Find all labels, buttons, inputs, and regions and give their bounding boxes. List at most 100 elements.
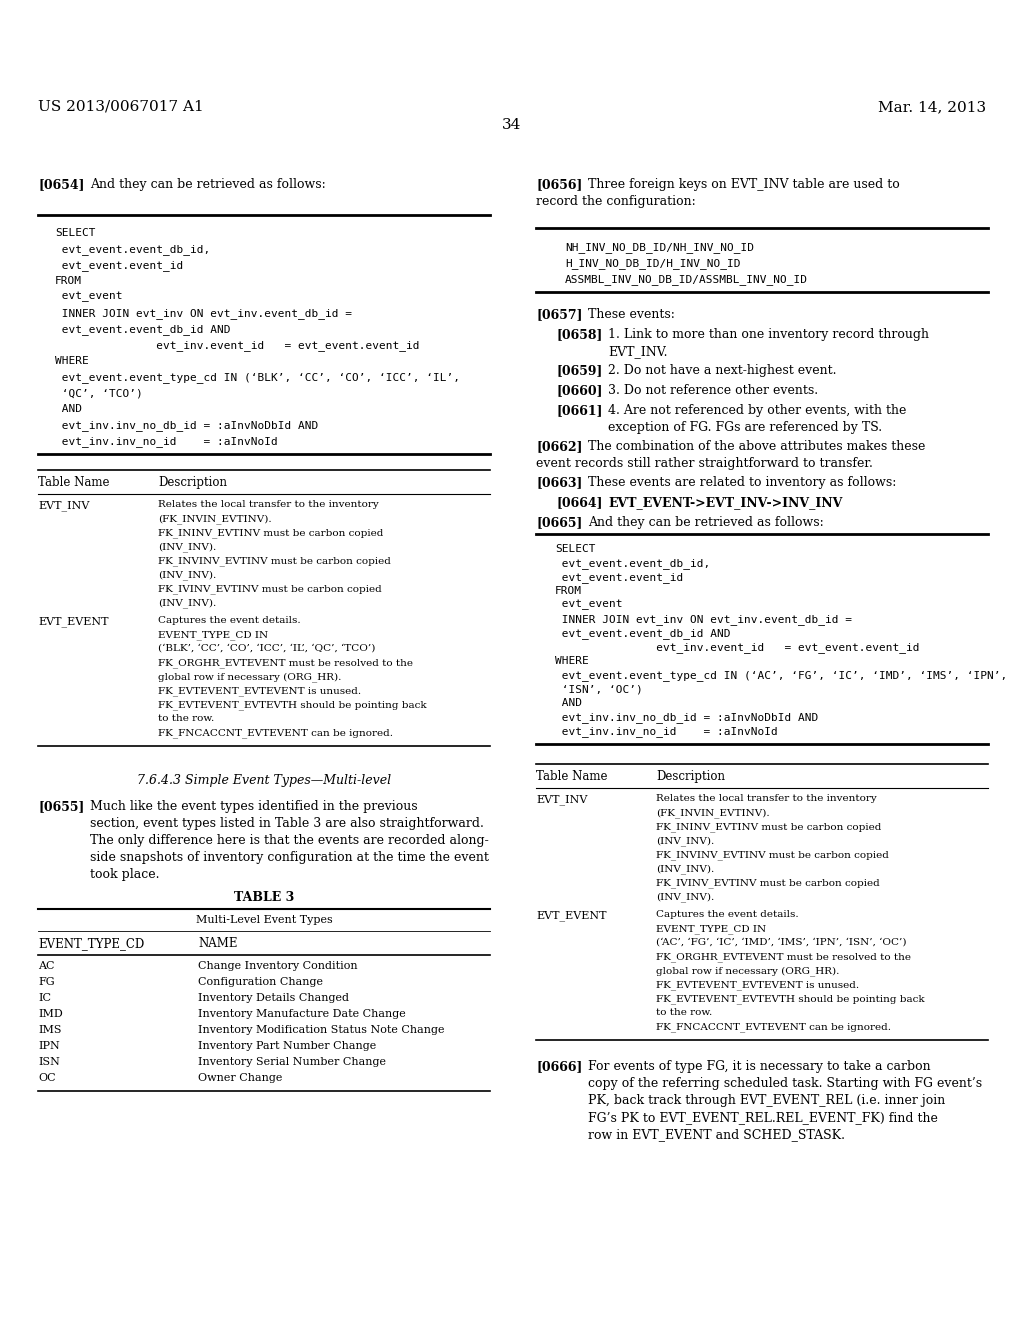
- Text: EVT_INV: EVT_INV: [536, 795, 588, 805]
- Text: Table Name: Table Name: [536, 770, 607, 783]
- Text: FK_INVINV_EVTINV must be carbon copied: FK_INVINV_EVTINV must be carbon copied: [656, 850, 889, 859]
- Text: evt_event.event_id: evt_event.event_id: [555, 572, 683, 583]
- Text: [0661]: [0661]: [556, 404, 602, 417]
- Text: ‘QC’, ‘TCO’): ‘QC’, ‘TCO’): [55, 388, 142, 399]
- Text: Configuration Change: Configuration Change: [198, 977, 323, 987]
- Text: [0662]: [0662]: [536, 440, 583, 453]
- Text: (INV_INV).: (INV_INV).: [656, 892, 715, 902]
- Text: Captures the event details.: Captures the event details.: [656, 909, 799, 919]
- Text: FROM: FROM: [55, 276, 82, 286]
- Text: took place.: took place.: [90, 869, 160, 880]
- Text: EVT_INV: EVT_INV: [38, 500, 89, 511]
- Text: Multi-Level Event Types: Multi-Level Event Types: [196, 915, 333, 925]
- Text: FK_INVINV_EVTINV must be carbon copied: FK_INVINV_EVTINV must be carbon copied: [158, 556, 391, 566]
- Text: [0658]: [0658]: [556, 327, 602, 341]
- Text: Inventory Manufacture Date Change: Inventory Manufacture Date Change: [198, 1008, 406, 1019]
- Text: SELECT: SELECT: [55, 228, 95, 238]
- Text: copy of the referring scheduled task. Starting with FG event’s: copy of the referring scheduled task. St…: [588, 1077, 982, 1090]
- Text: EVT_INV.: EVT_INV.: [608, 345, 668, 358]
- Text: evt_inv.inv_no_db_id = :aInvNoDbId AND: evt_inv.inv_no_db_id = :aInvNoDbId AND: [555, 711, 818, 723]
- Text: Change Inventory Condition: Change Inventory Condition: [198, 961, 357, 972]
- Text: evt_inv.inv_no_id    = :aInvNoId: evt_inv.inv_no_id = :aInvNoId: [55, 436, 278, 447]
- Text: ‘ISN’, ‘OC’): ‘ISN’, ‘OC’): [555, 684, 643, 694]
- Text: US 2013/0067017 A1: US 2013/0067017 A1: [38, 100, 204, 114]
- Text: ISN: ISN: [38, 1057, 59, 1067]
- Text: evt_event.event_type_cd IN (‘AC’, ‘FG’, ‘IC’, ‘IMD’, ‘IMS’, ‘IPN’,: evt_event.event_type_cd IN (‘AC’, ‘FG’, …: [555, 671, 1008, 681]
- Text: ASSMBL_INV_NO_DB_ID/ASSMBL_INV_NO_ID: ASSMBL_INV_NO_DB_ID/ASSMBL_INV_NO_ID: [565, 275, 808, 285]
- Text: Much like the event types identified in the previous: Much like the event types identified in …: [90, 800, 418, 813]
- Text: [0659]: [0659]: [556, 364, 602, 378]
- Text: evt_event.event_db_id AND: evt_event.event_db_id AND: [55, 323, 230, 335]
- Text: INNER JOIN evt_inv ON evt_inv.event_db_id =: INNER JOIN evt_inv ON evt_inv.event_db_i…: [55, 308, 352, 319]
- Text: FK_FNCACCNT_EVTEVENT can be ignored.: FK_FNCACCNT_EVTEVENT can be ignored.: [158, 729, 393, 738]
- Text: (INV_INV).: (INV_INV).: [656, 865, 715, 874]
- Text: evt_event.event_db_id,: evt_event.event_db_id,: [555, 558, 711, 569]
- Text: These events:: These events:: [588, 308, 675, 321]
- Text: (‘BLK’, ‘CC’, ‘CO’, ‘ICC’, ‘IL’, ‘QC’, ‘TCO’): (‘BLK’, ‘CC’, ‘CO’, ‘ICC’, ‘IL’, ‘QC’, ‘…: [158, 644, 376, 653]
- Text: Inventory Serial Number Change: Inventory Serial Number Change: [198, 1057, 386, 1067]
- Text: FG’s PK to EVT_EVENT_REL.REL_EVENT_FK) find the: FG’s PK to EVT_EVENT_REL.REL_EVENT_FK) f…: [588, 1111, 938, 1125]
- Text: INNER JOIN evt_inv ON evt_inv.event_db_id =: INNER JOIN evt_inv ON evt_inv.event_db_i…: [555, 614, 852, 624]
- Text: H_INV_NO_DB_ID/H_INV_NO_ID: H_INV_NO_DB_ID/H_INV_NO_ID: [565, 257, 740, 269]
- Text: (INV_INV).: (INV_INV).: [158, 598, 216, 607]
- Text: [0657]: [0657]: [536, 308, 583, 321]
- Text: FK_IVINV_EVTINV must be carbon copied: FK_IVINV_EVTINV must be carbon copied: [158, 583, 382, 594]
- Text: (INV_INV).: (INV_INV).: [158, 570, 216, 579]
- Text: [0663]: [0663]: [536, 477, 583, 488]
- Text: EVENT_TYPE_CD IN: EVENT_TYPE_CD IN: [158, 630, 268, 640]
- Text: PK, back track through EVT_EVENT_REL (i.e. inner join: PK, back track through EVT_EVENT_REL (i.…: [588, 1094, 945, 1107]
- Text: evt_event.event_db_id,: evt_event.event_db_id,: [55, 244, 210, 255]
- Text: IPN: IPN: [38, 1041, 59, 1051]
- Text: [0665]: [0665]: [536, 516, 583, 529]
- Text: FK_ININV_EVTINV must be carbon copied: FK_ININV_EVTINV must be carbon copied: [656, 822, 882, 832]
- Text: global row if necessary (ORG_HR).: global row if necessary (ORG_HR).: [656, 966, 840, 975]
- Text: (FK_INVIN_EVTINV).: (FK_INVIN_EVTINV).: [656, 808, 770, 818]
- Text: Inventory Part Number Change: Inventory Part Number Change: [198, 1041, 376, 1051]
- Text: [0655]: [0655]: [38, 800, 84, 813]
- Text: And they can be retrieved as follows:: And they can be retrieved as follows:: [90, 178, 326, 191]
- Text: [0654]: [0654]: [38, 178, 85, 191]
- Text: evt_event: evt_event: [55, 292, 123, 302]
- Text: TABLE 3: TABLE 3: [233, 891, 294, 904]
- Text: Three foreign keys on EVT_INV table are used to: Three foreign keys on EVT_INV table are …: [588, 178, 900, 191]
- Text: 4. Are not referenced by other events, with the: 4. Are not referenced by other events, w…: [608, 404, 906, 417]
- Text: [0660]: [0660]: [556, 384, 602, 397]
- Text: FK_EVTEVENT_EVTEVENT is unused.: FK_EVTEVENT_EVTEVENT is unused.: [158, 686, 361, 696]
- Text: EVT_EVENT: EVT_EVENT: [536, 909, 606, 921]
- Text: 1. Link to more than one inventory record through: 1. Link to more than one inventory recor…: [608, 327, 929, 341]
- Text: side snapshots of inventory configuration at the time the event: side snapshots of inventory configuratio…: [90, 851, 488, 865]
- Text: [0666]: [0666]: [536, 1060, 583, 1073]
- Text: Inventory Details Changed: Inventory Details Changed: [198, 993, 349, 1003]
- Text: to the row.: to the row.: [158, 714, 214, 723]
- Text: FK_FNCACCNT_EVTEVENT can be ignored.: FK_FNCACCNT_EVTEVENT can be ignored.: [656, 1022, 891, 1032]
- Text: Description: Description: [656, 770, 725, 783]
- Text: (INV_INV).: (INV_INV).: [158, 543, 216, 552]
- Text: evt_event.event_db_id AND: evt_event.event_db_id AND: [555, 628, 730, 639]
- Text: 2. Do not have a next-highest event.: 2. Do not have a next-highest event.: [608, 364, 837, 378]
- Text: (FK_INVIN_EVTINV).: (FK_INVIN_EVTINV).: [158, 513, 271, 524]
- Text: The only difference here is that the events are recorded along-: The only difference here is that the eve…: [90, 834, 488, 847]
- Text: (INV_INV).: (INV_INV).: [656, 836, 715, 846]
- Text: FK_ORGHR_EVTEVENT must be resolved to the: FK_ORGHR_EVTEVENT must be resolved to th…: [656, 952, 911, 962]
- Text: SELECT: SELECT: [555, 544, 596, 554]
- Text: exception of FG. FGs are referenced by TS.: exception of FG. FGs are referenced by T…: [608, 421, 882, 434]
- Text: FK_ORGHR_EVTEVENT must be resolved to the: FK_ORGHR_EVTEVENT must be resolved to th…: [158, 657, 413, 668]
- Text: evt_event.event_type_cd IN (‘BLK’, ‘CC’, ‘CO’, ‘ICC’, ‘IL’,: evt_event.event_type_cd IN (‘BLK’, ‘CC’,…: [55, 372, 460, 383]
- Text: For events of type FG, it is necessary to take a carbon: For events of type FG, it is necessary t…: [588, 1060, 931, 1073]
- Text: EVENT_TYPE_CD: EVENT_TYPE_CD: [38, 937, 144, 950]
- Text: section, event types listed in Table 3 are also straightforward.: section, event types listed in Table 3 a…: [90, 817, 484, 830]
- Text: Description: Description: [158, 477, 227, 488]
- Text: FK_ININV_EVTINV must be carbon copied: FK_ININV_EVTINV must be carbon copied: [158, 528, 383, 537]
- Text: IC: IC: [38, 993, 51, 1003]
- Text: record the configuration:: record the configuration:: [536, 195, 695, 209]
- Text: row in EVT_EVENT and SCHED_STASK.: row in EVT_EVENT and SCHED_STASK.: [588, 1129, 845, 1140]
- Text: evt_inv.event_id   = evt_event.event_id: evt_inv.event_id = evt_event.event_id: [55, 341, 420, 351]
- Text: Captures the event details.: Captures the event details.: [158, 616, 301, 624]
- Text: OC: OC: [38, 1073, 55, 1082]
- Text: FK_IVINV_EVTINV must be carbon copied: FK_IVINV_EVTINV must be carbon copied: [656, 878, 880, 887]
- Text: NH_INV_NO_DB_ID/NH_INV_NO_ID: NH_INV_NO_DB_ID/NH_INV_NO_ID: [565, 242, 754, 253]
- Text: Relates the local transfer to the inventory: Relates the local transfer to the invent…: [656, 795, 877, 803]
- Text: WHERE: WHERE: [555, 656, 589, 667]
- Text: The combination of the above attributes makes these: The combination of the above attributes …: [588, 440, 926, 453]
- Text: evt_event: evt_event: [555, 601, 623, 610]
